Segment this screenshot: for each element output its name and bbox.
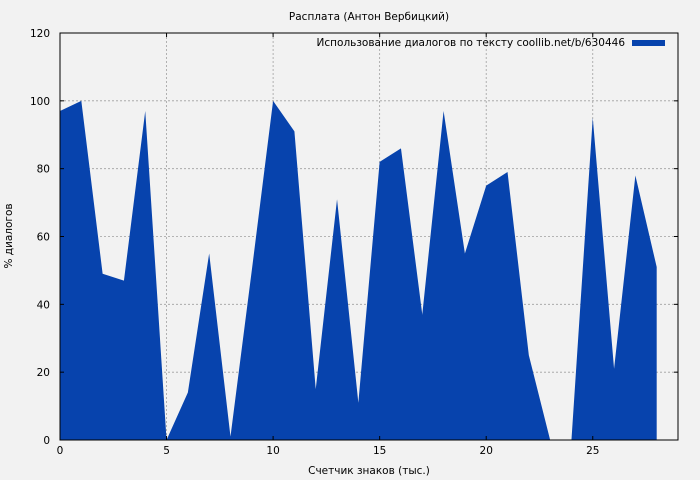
legend: Использование диалогов по тексту coollib… — [317, 37, 665, 49]
y-tick-label: 80 — [37, 164, 50, 176]
series-area — [60, 100, 657, 440]
y-axis-ticks: 0 20 40 60 80 100 120 — [30, 28, 678, 447]
x-tick-label: 0 — [57, 445, 64, 457]
y-tick-label: 0 — [43, 435, 50, 447]
x-tick-label: 25 — [586, 445, 599, 457]
y-tick-label: 60 — [37, 232, 50, 244]
x-tick-label: 10 — [266, 445, 279, 457]
x-axis-label: Счетчик знаков (тыс.) — [308, 465, 430, 477]
area-layer — [59, 100, 657, 441]
x-tick-label: 15 — [373, 445, 386, 457]
y-tick-label: 120 — [30, 28, 50, 40]
y-tick-label: 20 — [37, 367, 50, 379]
legend-swatch — [632, 40, 665, 46]
legend-label: Использование диалогов по тексту coollib… — [317, 37, 626, 49]
y-tick-label: 40 — [37, 299, 50, 311]
x-tick-label: 20 — [480, 445, 493, 457]
chart-title: Расплата (Антон Вербицкий) — [289, 11, 449, 23]
y-axis-label: % диалогов — [3, 203, 15, 268]
y-tick-label: 100 — [30, 96, 50, 108]
x-axis-ticks: 0 5 10 15 20 25 — [57, 33, 599, 457]
x-tick-label: 5 — [163, 445, 170, 457]
